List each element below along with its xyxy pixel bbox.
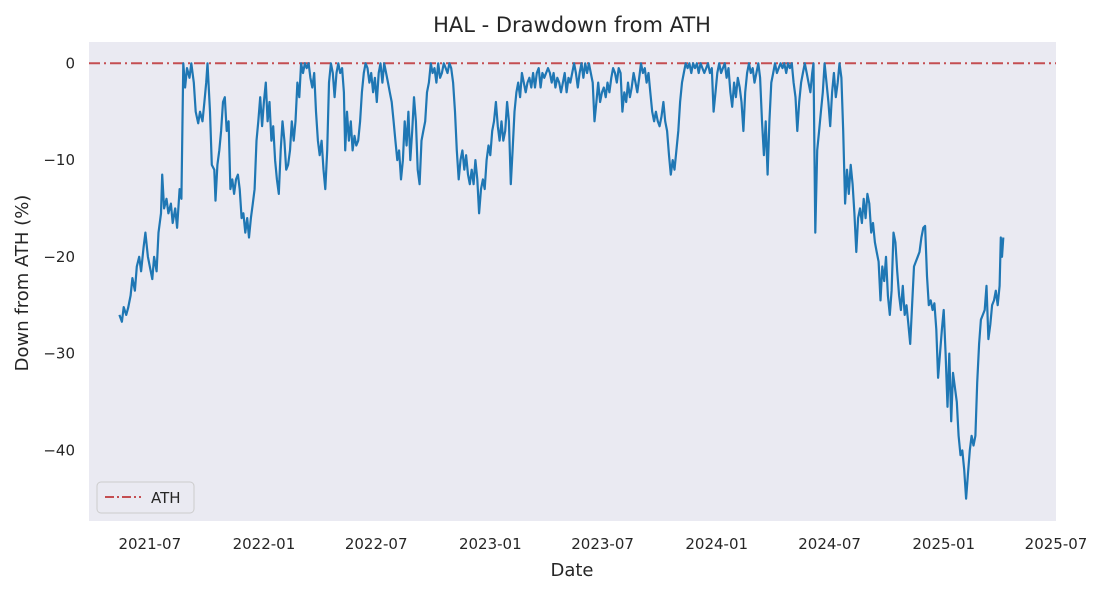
x-tick-label: 2023-07 (571, 535, 634, 553)
x-tick-label: 2024-01 (685, 535, 748, 553)
y-tick-label: −20 (43, 248, 75, 266)
x-tick-label: 2023-01 (459, 535, 522, 553)
y-tick-label: 0 (65, 54, 75, 72)
x-tick-label: 2022-07 (345, 535, 408, 553)
x-axis: 2021-07 2022-01 2022-07 2023-01 2023-07 2024-… (118, 535, 1087, 553)
legend-box (96, 481, 195, 514)
y-axis-label: Down from ATH (%) (12, 195, 33, 372)
y-tick-label: −40 (43, 441, 75, 459)
plot-area (89, 42, 1056, 521)
x-tick-label: 2022-01 (233, 535, 296, 553)
legend-label-ath: ATH (151, 489, 181, 507)
y-tick-label: −10 (43, 151, 75, 169)
x-tick-label: 2021-07 (118, 535, 181, 553)
x-tick-label: 2025-01 (912, 535, 975, 553)
x-tick-label: 2024-07 (798, 535, 861, 553)
y-tick-label: −30 (43, 345, 75, 363)
x-axis-label: Date (550, 560, 593, 581)
x-tick-label: 2025-07 (1025, 535, 1088, 553)
y-axis: 0 −10 −20 −30 −40 (43, 54, 75, 459)
legend: ATH (96, 481, 195, 514)
chart-title: HAL - Drawdown from ATH (433, 13, 711, 37)
drawdown-series-line (118, 62, 1005, 500)
